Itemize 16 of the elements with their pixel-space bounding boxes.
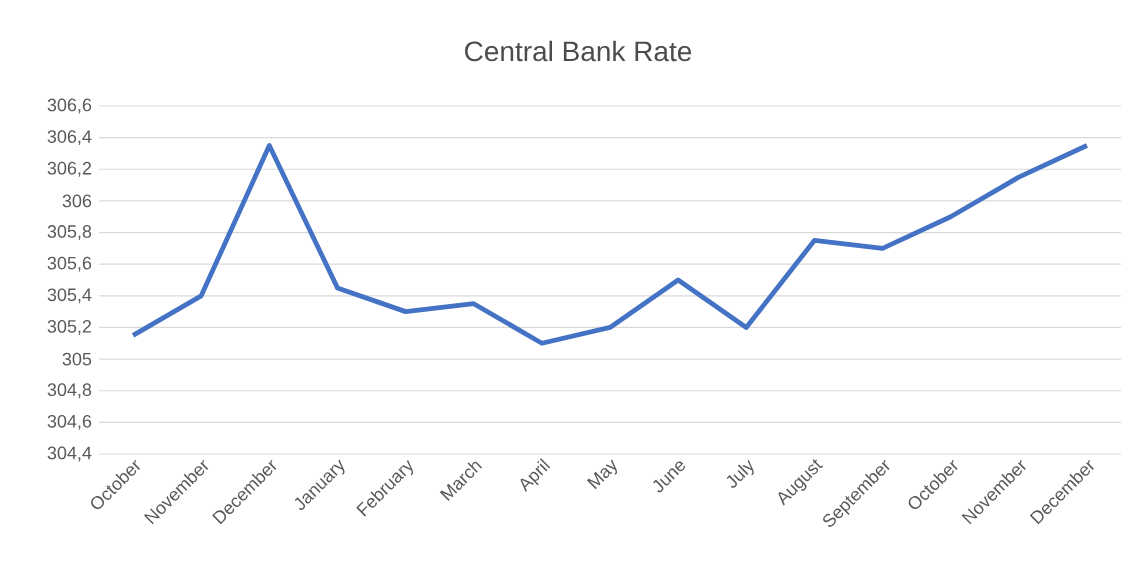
y-tick-label: 305,8 — [47, 225, 92, 240]
x-tick-label: May — [587, 459, 618, 490]
y-tick-label: 304,6 — [47, 414, 92, 430]
y-tick-label: 304,8 — [47, 383, 92, 399]
y-tick-label: 306 — [62, 194, 92, 208]
y-tick-label: 306,2 — [47, 161, 92, 177]
y-tick-label: 305,2 — [47, 320, 92, 335]
line-series — [130, 143, 1090, 346]
x-tick-label: July — [726, 459, 754, 488]
y-tick-label: 305 — [62, 352, 92, 366]
y-tick-label: 305,6 — [47, 256, 92, 272]
y-tick-label: 304,4 — [47, 446, 92, 462]
y-tick-label: 306,4 — [47, 130, 92, 146]
y-tick-label: 305,4 — [47, 288, 92, 304]
chart-title: Central Bank Rate — [465, 40, 692, 62]
y-tick-label: 306,6 — [47, 98, 92, 114]
